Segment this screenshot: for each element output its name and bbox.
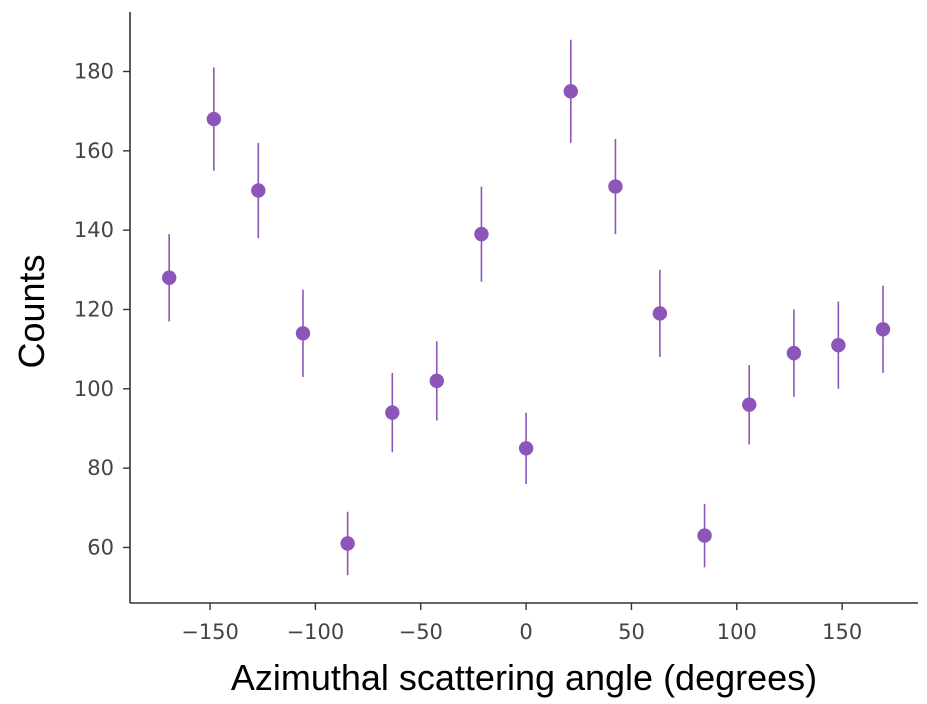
data-point [518, 441, 534, 456]
y-tick-label: 140 [74, 218, 114, 242]
y-tick-label: 80 [87, 456, 114, 480]
y-tick-label: 180 [74, 59, 114, 83]
y-tick-label: 60 [87, 535, 114, 559]
x-axis-label: Azimuthal scattering angle (degrees) [231, 657, 817, 698]
data-point [340, 536, 355, 551]
data-marks [161, 39, 891, 576]
x-tick-label: 50 [618, 620, 645, 644]
data-point [652, 306, 668, 321]
y-tick-label: 120 [74, 297, 114, 321]
x-tick-label: −100 [287, 620, 345, 644]
data-point [295, 326, 311, 341]
data-point [161, 270, 177, 285]
data-point [429, 373, 444, 389]
data-point [474, 226, 489, 242]
data-point [608, 179, 623, 194]
data-point [251, 183, 266, 198]
y-tick-label: 100 [74, 377, 114, 401]
x-tick-label: −150 [181, 620, 239, 644]
x-tick-label: −50 [399, 620, 443, 644]
data-point [786, 345, 802, 361]
y-tick-label: 160 [74, 139, 114, 163]
data-point [563, 84, 578, 99]
y-ticks: 60 80 100 120 140 160 180 [74, 59, 130, 559]
data-point [742, 397, 757, 412]
x-tick-label: 0 [519, 620, 532, 644]
data-point [206, 111, 222, 127]
x-tick-label: 150 [822, 620, 862, 644]
data-point [875, 322, 891, 337]
x-tick-label: 100 [717, 620, 757, 644]
y-axis-label: Counts [11, 254, 52, 368]
data-point [385, 405, 400, 420]
data-point [831, 337, 846, 353]
data-point [697, 528, 712, 543]
x-ticks: −150 −100 −50 0 50 100 150 [181, 603, 862, 644]
